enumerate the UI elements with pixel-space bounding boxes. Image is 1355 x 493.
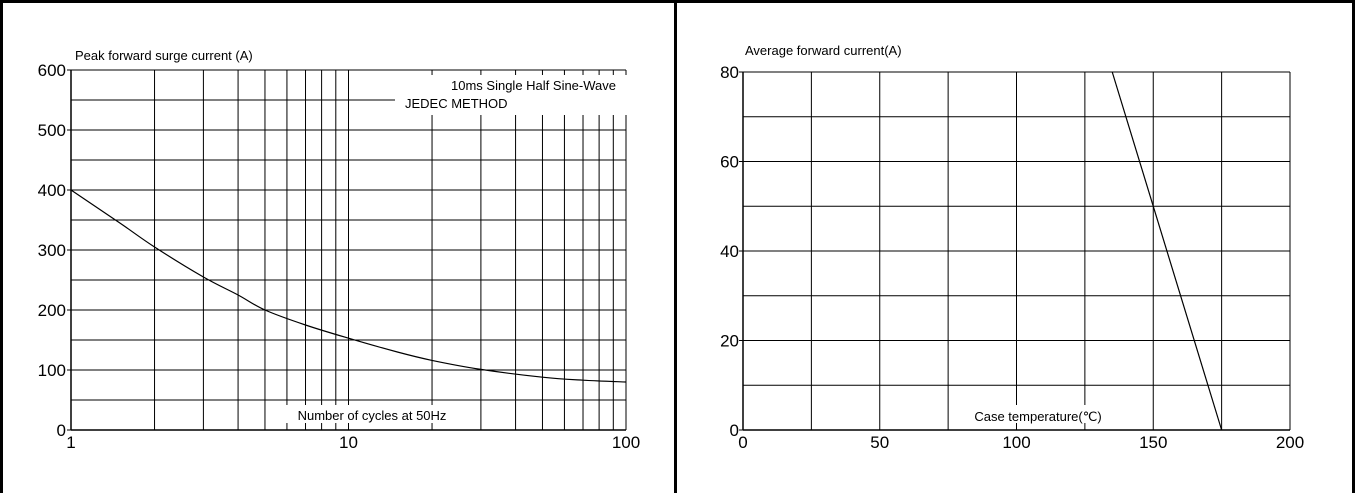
left-ytick-label: 200 xyxy=(38,301,66,320)
outer-border-right xyxy=(1352,0,1355,493)
right-ytick-label: 80 xyxy=(720,63,739,82)
right-grid xyxy=(743,72,1291,430)
right-x-axis-title: Case temperature(℃) xyxy=(974,409,1101,424)
left-ytick-label: 400 xyxy=(38,181,66,200)
right-xtick-label: 50 xyxy=(870,433,889,452)
left-xticks: 1 10 100 xyxy=(66,433,640,452)
left-ytick-label: 500 xyxy=(38,121,66,140)
right-xtick-label: 150 xyxy=(1139,433,1167,452)
left-grid xyxy=(70,70,627,430)
right-xtick-label: 200 xyxy=(1276,433,1304,452)
current-derating-chart: Average forward current(A) 0 20 40 60 80 0 50… xyxy=(720,43,1304,452)
right-y-axis-title: Average forward current(A) xyxy=(745,43,902,58)
left-annotation-line-1: 10ms Single Half Sine-Wave xyxy=(451,78,616,93)
surge-current-chart: Peak forward surge current (A) 0 100 200 30… xyxy=(38,48,641,452)
outer-border-left xyxy=(0,0,3,493)
right-ytick-label: 40 xyxy=(720,242,739,261)
right-series-line xyxy=(1111,71,1223,431)
right-ytick-label: 20 xyxy=(720,332,739,351)
right-xticks: 0 50 100 150 200 xyxy=(738,433,1304,452)
left-ytick-label: 100 xyxy=(38,361,66,380)
left-xlabel-mask xyxy=(268,405,476,423)
right-yticks: 0 20 40 60 80 xyxy=(720,63,743,440)
right-xtick-label: 0 xyxy=(738,433,747,452)
left-y-axis-title: Peak forward surge current (A) xyxy=(75,48,253,63)
left-annotation-line-2: JEDEC METHOD xyxy=(405,96,508,111)
outer-border-top xyxy=(0,0,1355,3)
left-ytick-label: 0 xyxy=(57,421,66,440)
right-ytick-label: 0 xyxy=(730,421,739,440)
left-series-line xyxy=(70,189,627,383)
left-annotation-mask xyxy=(395,75,635,115)
left-ytick-label: 300 xyxy=(38,241,66,260)
right-xlabel-mask xyxy=(953,405,1123,423)
left-yticks: 0 100 200 300 400 500 600 xyxy=(38,61,71,440)
left-x-axis-title: Number of cycles at 50Hz xyxy=(298,408,447,423)
left-ytick-label: 600 xyxy=(38,61,66,80)
panel-divider xyxy=(674,0,677,493)
left-xtick-label: 1 xyxy=(66,433,75,452)
left-xtick-label: 100 xyxy=(612,433,640,452)
right-xtick-label: 100 xyxy=(1002,433,1030,452)
right-ytick-label: 60 xyxy=(720,153,739,172)
left-xtick-label: 10 xyxy=(339,433,358,452)
